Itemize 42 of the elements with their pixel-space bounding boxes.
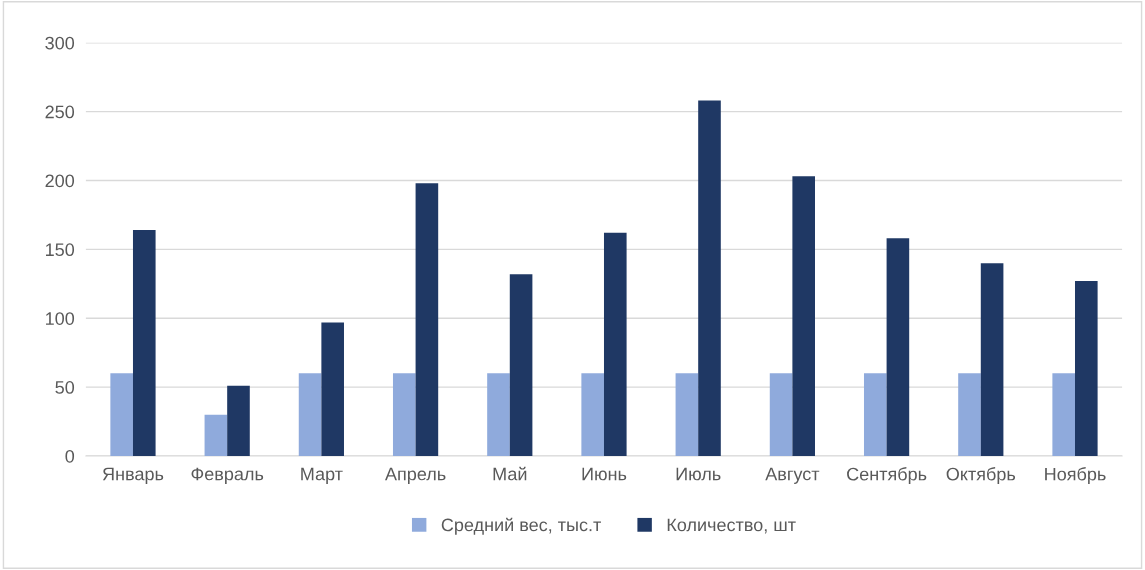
x-tick-label: Апрель — [385, 467, 446, 484]
y-tick-label: 300 — [45, 36, 75, 50]
bar — [227, 385, 250, 456]
bar — [509, 274, 533, 456]
y-tick-label: 200 — [45, 174, 75, 188]
x-tick-label: Ноябрь — [1045, 467, 1106, 485]
bar — [487, 373, 510, 456]
bar — [321, 322, 344, 456]
y-tick-label: 250 — [45, 105, 75, 119]
x-tick-label: Август — [765, 467, 820, 484]
x-tick-label: Май — [493, 466, 527, 481]
x-tick-label: Октябрь — [946, 467, 1016, 485]
bar — [204, 414, 228, 456]
bar — [675, 373, 699, 456]
x-tick-label: Январь — [102, 467, 164, 484]
x-tick-label: Июль — [676, 467, 721, 481]
legend-label: Средний вес, тыс.т — [441, 517, 601, 535]
bar — [415, 183, 439, 456]
bar — [980, 263, 1004, 456]
x-tick-label: Март — [301, 467, 343, 484]
y-tick-label: 50 — [55, 381, 75, 394]
bar — [769, 373, 793, 456]
bar — [886, 238, 910, 456]
bar — [392, 373, 416, 456]
y-tick-label: 100 — [46, 312, 75, 325]
bar — [132, 230, 156, 456]
bar — [792, 176, 815, 456]
bar — [603, 232, 627, 456]
x-tick-label: Сентябрь — [847, 467, 927, 485]
bar — [1075, 281, 1098, 456]
bar — [1052, 373, 1075, 456]
legend-label: Количество, шт — [667, 518, 796, 534]
bar — [698, 100, 721, 456]
y-tick-label: 150 — [46, 243, 75, 257]
x-tick-label: Февраль — [191, 467, 264, 484]
bar — [581, 373, 604, 456]
bar — [298, 373, 322, 456]
bar — [958, 373, 981, 456]
y-tick-label: 0 — [65, 449, 75, 463]
bar — [110, 373, 133, 456]
bar — [863, 373, 887, 456]
x-tick-label: Июнь — [582, 467, 627, 481]
